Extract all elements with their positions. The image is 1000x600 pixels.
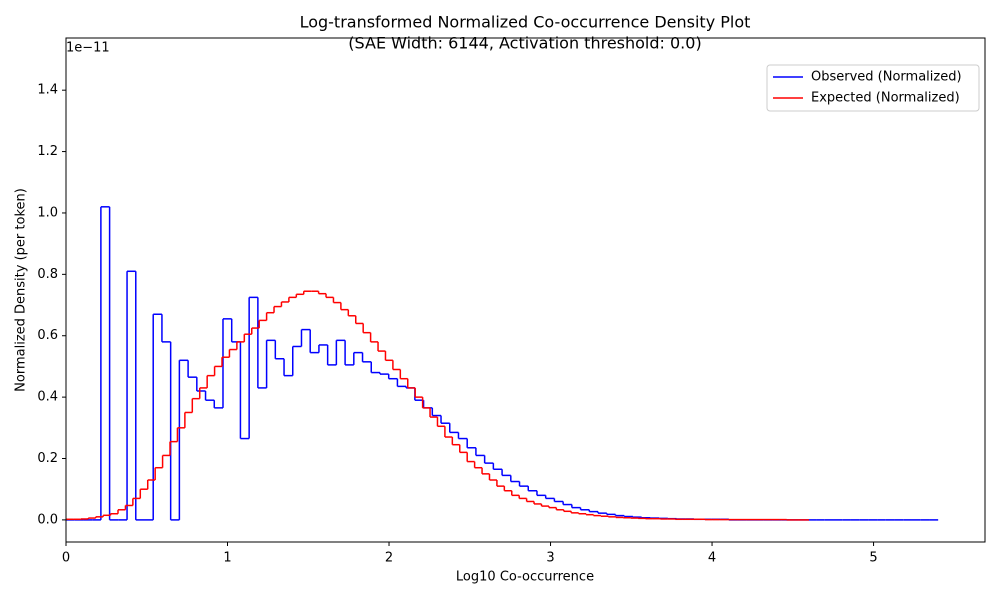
y-offset-label: 1e−11 [66, 41, 110, 56]
legend-box [766, 64, 980, 112]
x-axis-label: Log10 Co-occurrence [456, 570, 594, 585]
chart-title: Log-transformed Normalized Co-occurrence… [300, 13, 751, 32]
y-tick-label: 0.0 [37, 512, 58, 527]
y-tick-label: 1.2 [37, 144, 58, 159]
y-tick-label: 1.0 [37, 205, 58, 220]
y-tick-label: 0.8 [37, 267, 58, 282]
y-tick-label: 0.2 [37, 451, 58, 466]
x-tick-label: 5 [869, 551, 877, 566]
x-tick-label: 1 [223, 551, 231, 566]
legend-label: Observed (Normalized) [811, 70, 962, 85]
x-tick-label: 4 [708, 551, 716, 566]
y-axis-label: Normalized Density (per token) [14, 188, 29, 392]
y-tick-label: 1.4 [37, 83, 58, 98]
y-tick-label: 0.4 [37, 390, 58, 405]
axes-frame [65, 37, 986, 543]
y-tick-label: 0.6 [37, 328, 58, 343]
x-tick-label: 2 [385, 551, 393, 566]
x-tick-label: 3 [546, 551, 554, 566]
x-tick-label: 0 [62, 551, 70, 566]
legend-label: Expected (Normalized) [811, 91, 960, 106]
chart-subtitle: (SAE Width: 6144, Activation threshold: … [348, 34, 701, 53]
